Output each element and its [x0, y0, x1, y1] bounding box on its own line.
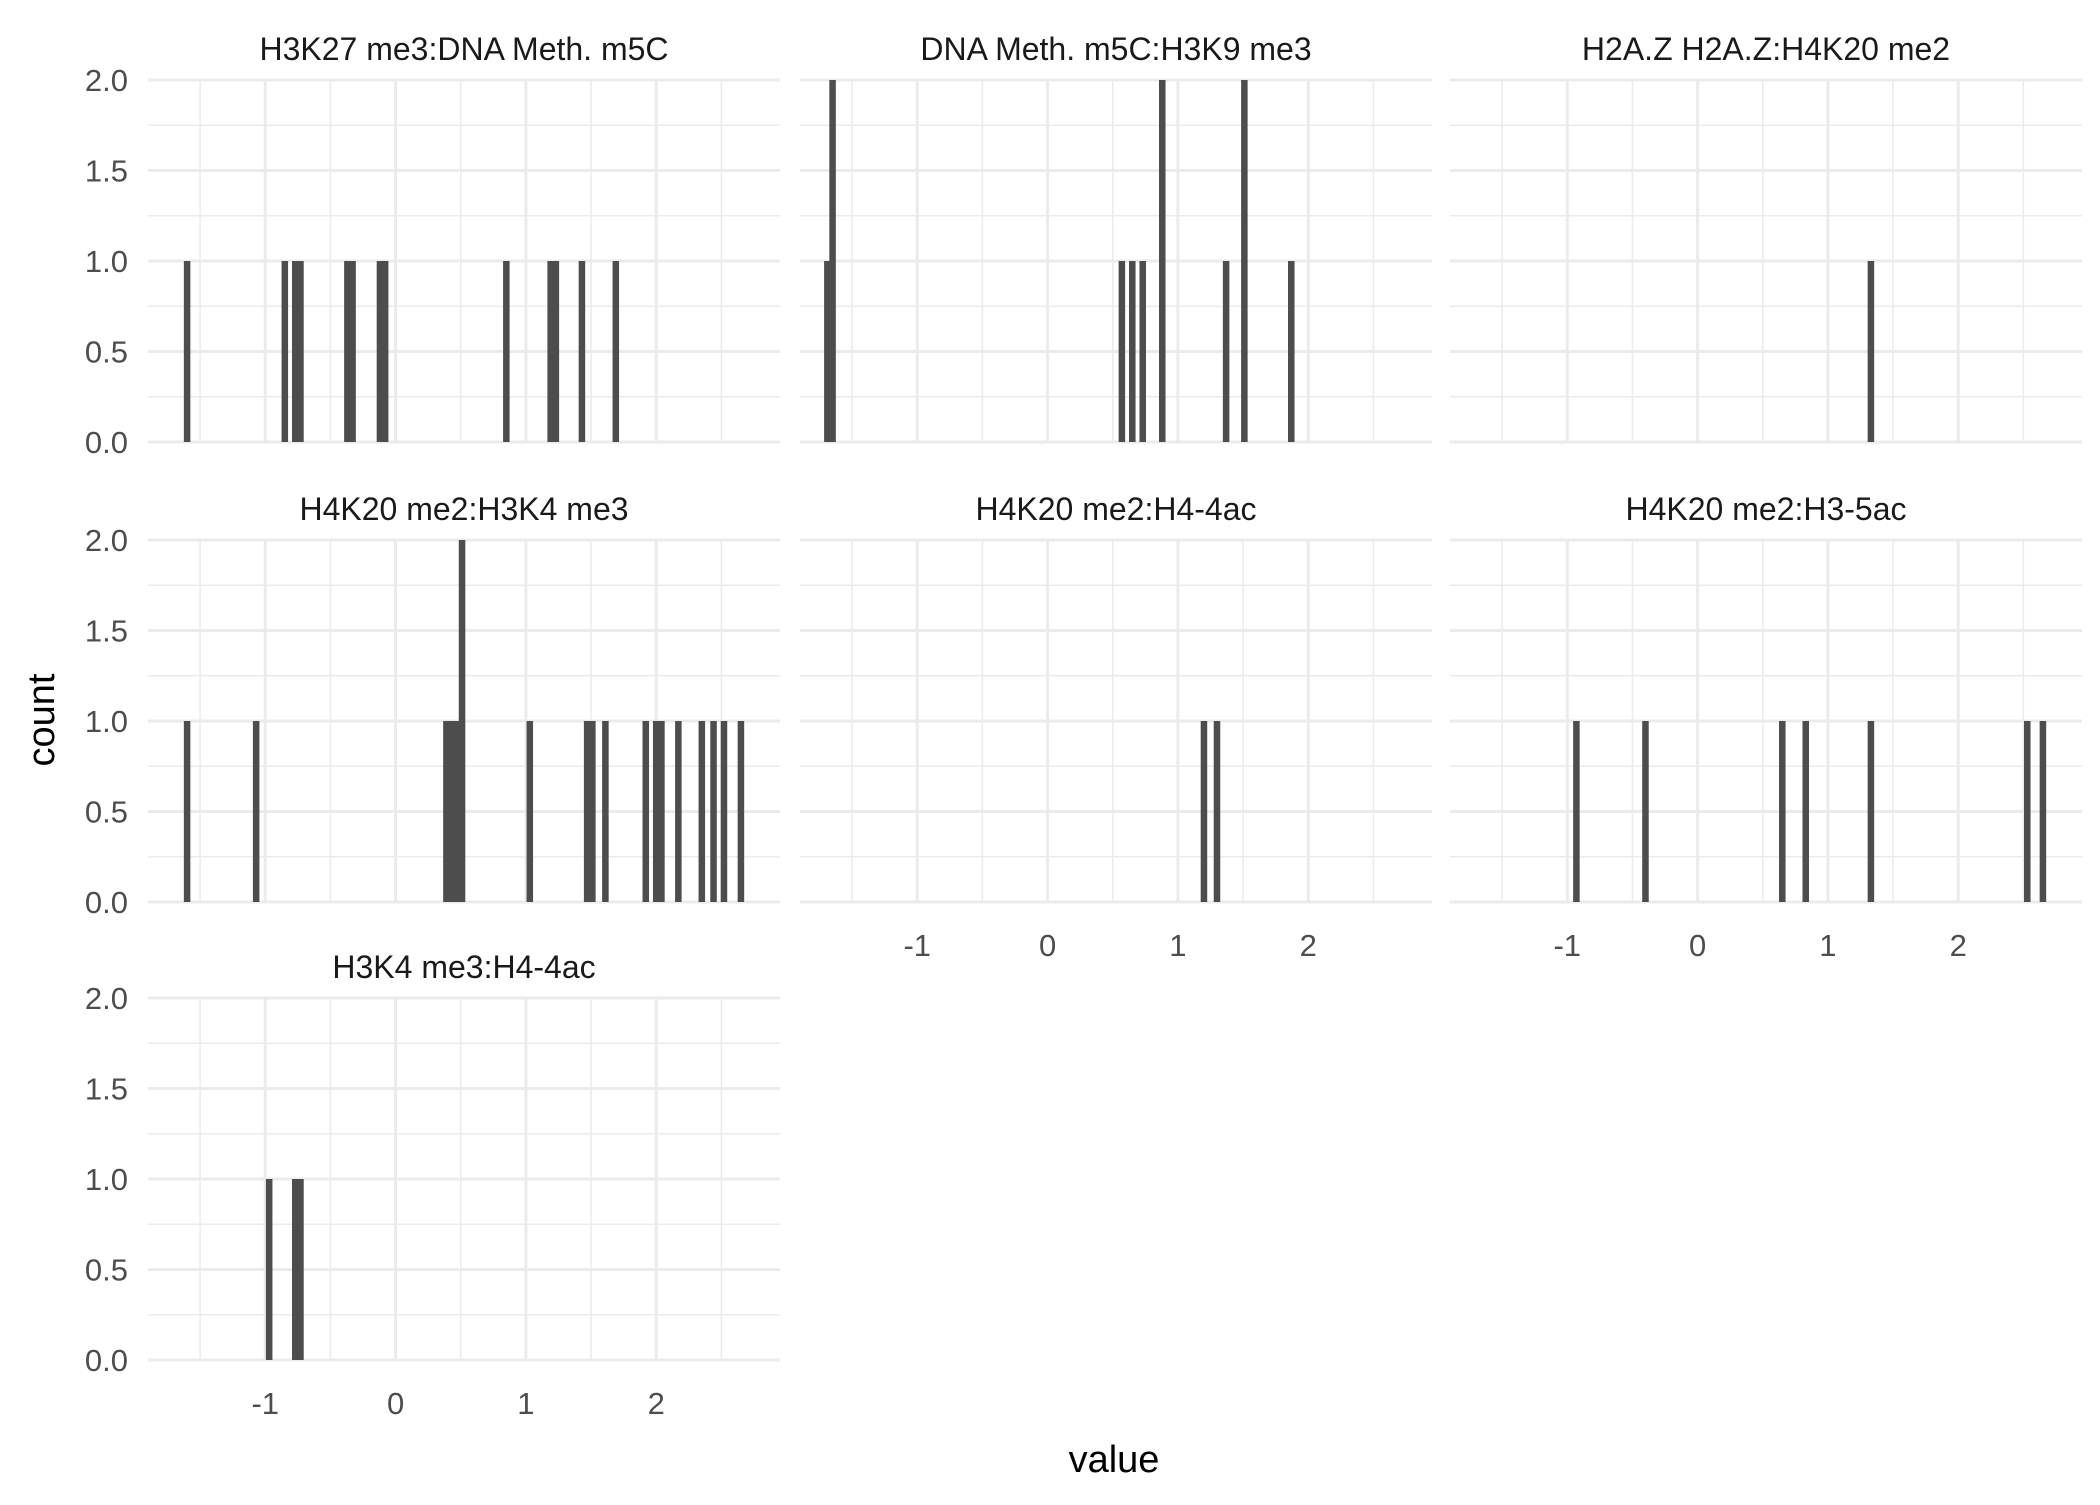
y-tick-label: 0.5	[85, 795, 128, 830]
histogram-bar	[652, 721, 660, 902]
y-tick-label: 1.0	[85, 704, 128, 739]
histogram-bar	[583, 721, 591, 902]
histogram-bar	[1779, 721, 1786, 902]
histogram-bar	[1867, 261, 1875, 442]
histogram-bar	[265, 1179, 273, 1360]
x-tick-label: 2	[1300, 928, 1317, 963]
x-axis-title: value	[1069, 1439, 1160, 1481]
histogram-bar	[291, 1179, 299, 1360]
y-tick-label: 2.0	[85, 523, 128, 558]
x-tick-label: 1	[1169, 928, 1186, 963]
x-tick-label: -1	[251, 1386, 279, 1421]
x-tick-label: 0	[1689, 928, 1706, 963]
histogram-bar	[503, 261, 510, 442]
histogram-bar	[381, 261, 389, 442]
y-tick-label: 1.0	[85, 1162, 128, 1197]
histogram-bar	[252, 721, 260, 902]
histogram-bar	[183, 721, 191, 902]
facet-title: DNA Meth. m5C:H3K9 me3	[920, 31, 1311, 67]
histogram-bar	[1802, 721, 1810, 902]
histogram-bar	[448, 721, 455, 902]
y-tick-label: 2.0	[85, 63, 128, 98]
histogram-bar	[675, 721, 682, 902]
x-tick-label: -1	[1553, 928, 1581, 963]
histogram-bar	[1241, 80, 1248, 442]
histogram-bar	[297, 1179, 304, 1360]
histogram-bar	[1200, 721, 1208, 902]
histogram-bar	[612, 261, 620, 442]
histogram-bar	[829, 80, 836, 442]
facet-panel: DNA Meth. m5C:H3K9 me3	[800, 31, 1432, 444]
facet-title: H2A.Z H2A.Z:H4K20 me2	[1582, 31, 1950, 67]
histogram-bar	[2039, 721, 2047, 902]
histogram-bar	[642, 721, 650, 902]
histogram-bar	[824, 261, 831, 442]
histogram-bar	[1159, 80, 1166, 442]
histogram-bar	[1573, 721, 1580, 902]
x-tick-label: 1	[1819, 928, 1836, 963]
facet-title: H4K20 me2:H3-5ac	[1625, 491, 1906, 527]
histogram-bar	[698, 721, 706, 902]
histogram-bar	[602, 721, 609, 902]
facet-panel: H4K20 me2:H4-4ac -1 0 1 2	[800, 491, 1432, 963]
histogram-bar	[291, 261, 299, 442]
histogram-bar	[183, 261, 191, 442]
y-tick-label: 0.5	[85, 1253, 128, 1288]
histogram-bar	[453, 721, 461, 902]
y-tick-label: 1.5	[85, 614, 128, 649]
histogram-bar	[737, 721, 745, 902]
x-tick-label: 1	[517, 1386, 534, 1421]
histogram-bar	[344, 261, 351, 442]
facet-title: H3K4 me3:H4-4ac	[332, 949, 595, 985]
histogram-bar	[710, 721, 717, 902]
facet-title: H4K20 me2:H4-4ac	[975, 491, 1256, 527]
y-tick-label: 0.0	[85, 1343, 128, 1378]
histogram-bar	[458, 540, 466, 902]
y-tick-label: 1.5	[85, 1072, 128, 1107]
histogram-bar	[1288, 261, 1295, 442]
y-tick-label: 0.0	[85, 425, 128, 460]
histogram-bar	[547, 261, 554, 442]
histogram-bar	[1867, 721, 1875, 902]
histogram-bar	[1213, 721, 1221, 902]
facet-panel: H3K27 me3:DNA Meth. m5C 0.0 0.5 1.0 1.5 2.0	[85, 31, 780, 460]
y-tick-label: 0.0	[85, 885, 128, 920]
histogram-bar	[297, 261, 304, 442]
histogram-bar	[552, 261, 560, 442]
y-tick-label: 1.5	[85, 154, 128, 189]
facet-panel: H3K4 me3:H4-4ac 0.0 0.5 1.0 1.5 2.0 -1 0 1 2	[85, 949, 780, 1421]
x-tick-label: 2	[648, 1386, 665, 1421]
y-tick-label: 2.0	[85, 981, 128, 1016]
histogram-bar	[2024, 721, 2031, 902]
histogram-bar	[658, 721, 665, 902]
histogram-bar	[1222, 261, 1230, 442]
x-tick-label: 0	[387, 1386, 404, 1421]
histogram-bar	[443, 721, 450, 902]
facet-title: H3K27 me3:DNA Meth. m5C	[259, 31, 668, 67]
histogram-bar	[281, 261, 289, 442]
histogram-bar	[1642, 721, 1649, 902]
facet-panel: H2A.Z H2A.Z:H4K20 me2	[1450, 31, 2082, 444]
x-tick-label: -1	[903, 928, 931, 963]
facet-panel: H4K20 me2:H3K4 me3 0.0 0.5 1.0 1.5 2.0	[85, 491, 780, 920]
y-tick-label: 0.5	[85, 335, 128, 370]
histogram-bar	[578, 261, 586, 442]
facet-title: H4K20 me2:H3K4 me3	[299, 491, 628, 527]
histogram-bar	[720, 721, 728, 902]
histogram-bar	[589, 721, 596, 902]
histogram-bar	[1129, 261, 1136, 442]
histogram-bar	[1139, 261, 1146, 442]
facet-panel: H4K20 me2:H3-5ac -1 0 1 2	[1450, 491, 2082, 963]
histogram-bar	[1118, 261, 1126, 442]
y-axis-title: count	[21, 673, 63, 766]
x-tick-label: 2	[1950, 928, 1967, 963]
y-tick-label: 1.0	[85, 244, 128, 279]
histogram-bar	[376, 261, 384, 442]
histogram-bar	[349, 261, 356, 442]
x-tick-label: 0	[1039, 928, 1056, 963]
histogram-bar	[526, 721, 534, 902]
